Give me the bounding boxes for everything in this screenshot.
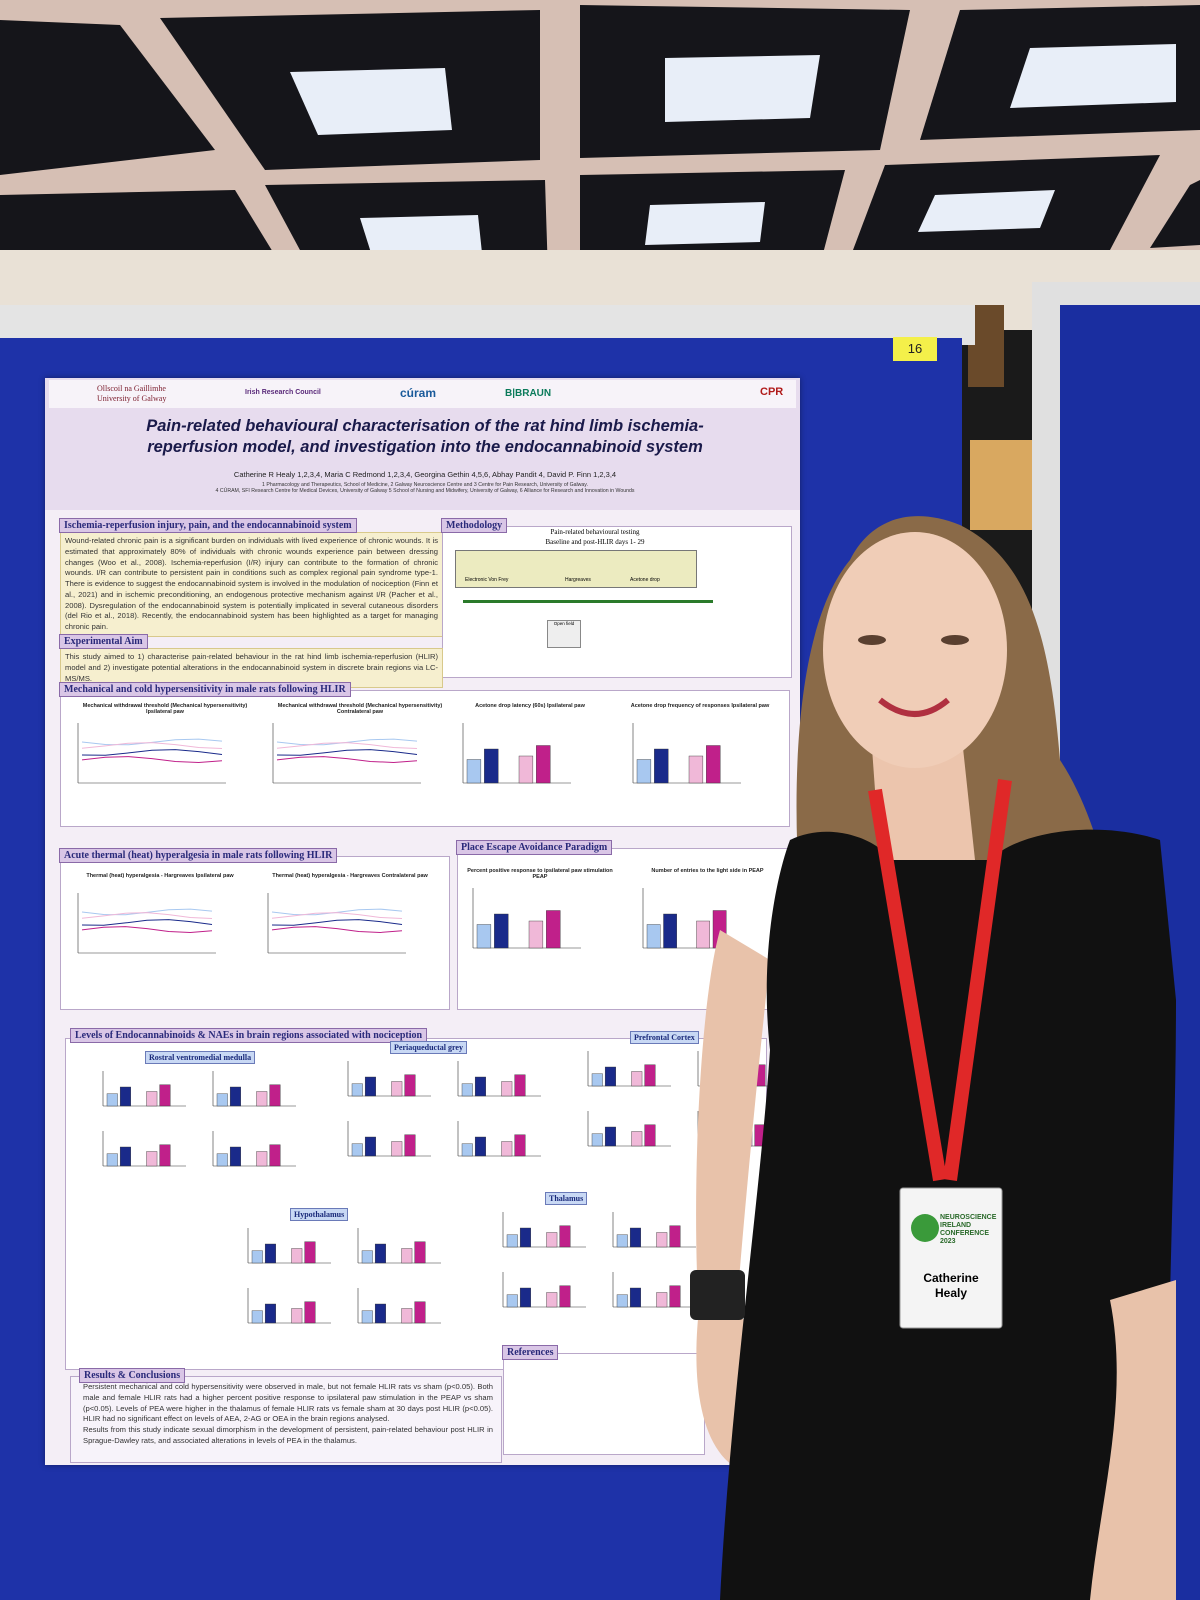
mini-chart [347, 1121, 431, 1157]
mini-chart [102, 1071, 186, 1107]
mini-chart [502, 1272, 586, 1308]
mini-chart [247, 1228, 331, 1264]
logo: Ollscoil na Gaillimhe University of Galwa… [97, 384, 166, 403]
logo: B|BRAUN [505, 388, 552, 399]
mini-chart [357, 1228, 441, 1264]
section-heading: Ischemia-reperfusion injury, pain, and t… [59, 518, 357, 533]
section-heading: Mechanical and cold hypersensitivity in … [59, 682, 351, 697]
mini-chart [102, 1131, 186, 1167]
badge [899, 1187, 1003, 1329]
chart-title: Thermal (heat) hyperalgesia - Hargreaves… [272, 873, 428, 879]
mini-chart [457, 1121, 541, 1157]
authors: Catherine R Healy 1,2,3,4, Maria C Redmo… [233, 470, 617, 479]
chart-title: Mechanical withdrawal threshold (Mechani… [82, 703, 248, 715]
test-label: Electronic Von Frey [465, 577, 509, 583]
mini-chart [212, 1071, 296, 1107]
mini-chart [587, 1111, 671, 1147]
references-box [503, 1353, 705, 1455]
region-heading: Rostral ventromedial medulla [145, 1051, 256, 1064]
mini-chart [77, 723, 226, 784]
chart-title: Percent positive response to ipsilateral… [467, 868, 613, 880]
number-sign-text: 16 [908, 341, 922, 356]
test-label: Open field [547, 620, 581, 648]
logo: Irish Research Council [245, 389, 321, 396]
thermal-box [60, 856, 450, 1010]
mini-chart [247, 1288, 331, 1324]
affiliations: 1 Pharmacology and Therapeutics, School … [135, 482, 715, 494]
poster: Ollscoil na Gaillimhe University of Galwa… [45, 378, 800, 1465]
mini-chart [612, 1212, 696, 1248]
ceiling-lights [290, 44, 1176, 256]
mini-chart [357, 1288, 441, 1324]
mini-chart [267, 893, 406, 954]
chart-title: Acetone drop latency (60s) Ipsilateral p… [475, 703, 585, 709]
mini-chart [272, 723, 421, 784]
chart-title: Thermal (heat) hyperalgesia - Hargreaves… [86, 873, 234, 879]
chart-title: Mechanical withdrawal threshold (Mechani… [277, 703, 443, 715]
section-heading: Levels of Endocannabinoids & NAEs in bra… [70, 1028, 428, 1043]
methodology-lines: Pain-related behavioural testing Baseline… [525, 528, 665, 548]
method-line: Baseline and post-HLIR days 1- 29 [545, 537, 645, 546]
logo-bar [49, 380, 796, 408]
arm [696, 930, 770, 1330]
affiliation: 1 Pharmacology and Therapeutics, School … [262, 482, 588, 488]
test-label: Hargreaves [565, 577, 591, 583]
badge-logo [911, 1214, 939, 1242]
affiliation: 4 CÚRAM, SFI Research Centre for Medical… [215, 488, 635, 494]
mini-chart [457, 1061, 541, 1097]
results-box [70, 1376, 502, 1463]
number-sign [893, 337, 937, 361]
badge-name: Catherine [923, 1271, 979, 1285]
logo-text: University of Galway [97, 393, 167, 403]
poster-title: Pain-related behavioural characterisatio… [146, 417, 704, 456]
chart-title: Acetone drop frequency of responses Ipsi… [630, 703, 770, 709]
logo: cúram [400, 386, 437, 400]
chart-title: Number of entries to the light side in P… [651, 868, 764, 874]
mini-chart [462, 723, 571, 784]
timeline [463, 600, 713, 603]
bracelets [690, 1270, 745, 1320]
section-heading: Experimental Aim [59, 634, 148, 649]
eye [941, 635, 969, 645]
method-line: Pain-related behavioural testing [550, 528, 640, 536]
test-strip [455, 550, 697, 588]
section-heading: Acute thermal (heat) hyperalgesia in mal… [59, 848, 338, 863]
section-heading: References [502, 1345, 559, 1360]
region-heading: Prefrontal Cortex [630, 1031, 699, 1044]
mini-chart [77, 893, 216, 954]
mini-chart [472, 888, 581, 949]
results-text: Persistent mechanical and cold hypersens… [83, 1382, 493, 1447]
smile [878, 697, 950, 717]
section-heading: Place Escape Avoidance Paradigm [456, 840, 613, 855]
results-paragraph: Persistent mechanical and cold hypersens… [83, 1382, 493, 1424]
badge-name: Healy [935, 1286, 967, 1300]
mini-chart [212, 1131, 296, 1167]
test-label: Acetone drop [630, 577, 660, 583]
region-heading: Thalamus [545, 1192, 588, 1205]
logo: CPR [760, 386, 784, 398]
region-heading: Periaqueductal grey [390, 1041, 467, 1054]
arm [1090, 1280, 1176, 1600]
lanyard [868, 779, 1012, 1182]
mini-chart [587, 1051, 671, 1087]
section-heading: Methodology [441, 518, 508, 533]
badge-conference: NEUROSCIENCE IRELAND CONFERENCE 2023 [940, 1214, 997, 1246]
mini-chart [502, 1212, 586, 1248]
mini-chart [632, 723, 741, 784]
logo-text: Ollscoil na Gaillimhe [97, 384, 166, 393]
wall-panel [970, 440, 1040, 530]
section-heading: Results & Conclusions [79, 1368, 186, 1383]
mini-chart [612, 1272, 696, 1308]
region-heading: Hypothalamus [290, 1208, 349, 1221]
mini-chart [347, 1061, 431, 1097]
results-paragraph: Results from this study indicate sexual … [83, 1425, 493, 1445]
badge-header: NEUROSCIENCE IRELAND CONFERENCE 2023 [940, 1214, 997, 1246]
face [823, 532, 1007, 768]
eye [858, 635, 886, 645]
